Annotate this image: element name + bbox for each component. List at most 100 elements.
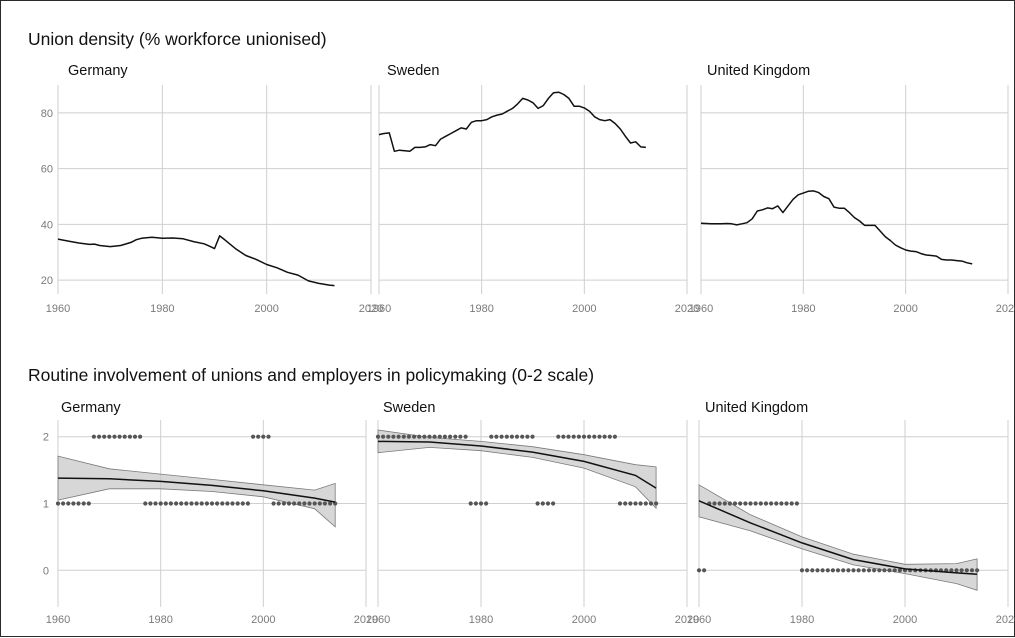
x-tick-label: 2000 [251, 614, 275, 626]
data-point [949, 568, 954, 573]
data-point [225, 501, 230, 506]
data-point [504, 434, 509, 439]
data-point [964, 568, 969, 573]
y-tick-label: 80 [41, 108, 53, 120]
data-point [209, 501, 215, 506]
y-tick-label: 60 [41, 164, 53, 176]
data-point [235, 501, 240, 506]
data-point [143, 501, 148, 506]
data-point [297, 501, 302, 506]
data-point [302, 501, 307, 506]
data-point [391, 434, 396, 439]
confidence-band [377, 429, 657, 510]
data-point [102, 434, 107, 439]
data-point [276, 501, 281, 506]
data-point [789, 501, 794, 506]
panel-united-kingdom: United Kingdom 1960 1980 2000 2020 [687, 400, 1015, 626]
data-point [215, 501, 220, 506]
data-point [638, 501, 643, 506]
data-point [587, 434, 592, 439]
data-point [597, 434, 602, 439]
data-point [727, 501, 733, 506]
data-point [758, 501, 763, 506]
data-point [514, 434, 520, 439]
data-point [784, 501, 789, 506]
data-point [432, 434, 437, 439]
data-point [551, 501, 556, 506]
section-title: Routine involvement of unions and employ… [28, 365, 594, 385]
y-tick-label: 1 [43, 498, 49, 510]
x-tick-label: 2000 [572, 303, 596, 315]
data-point [877, 568, 882, 573]
data-point [417, 434, 422, 439]
data-point [969, 568, 975, 573]
data-point [748, 501, 753, 506]
data-point [571, 434, 576, 439]
data-point [240, 501, 245, 506]
data-point [846, 568, 851, 573]
data-point [753, 501, 758, 506]
data-point [561, 434, 566, 439]
data-point [97, 434, 102, 439]
data-point [412, 434, 417, 439]
x-tick-label: 2020 [359, 303, 383, 315]
data-point [463, 434, 468, 439]
data-point [163, 501, 168, 506]
section-title: Union density (% workforce unionised) [28, 29, 327, 49]
data-point [825, 568, 830, 573]
x-tick-label: 1960 [689, 303, 713, 315]
data-point [623, 501, 628, 506]
series-line [57, 235, 335, 287]
data-point [478, 501, 484, 506]
data-point [122, 434, 127, 439]
data-point [292, 501, 297, 506]
data-point [509, 434, 514, 439]
data-point [117, 434, 122, 439]
x-tick-label: 1960 [367, 303, 391, 315]
data-point [204, 501, 209, 506]
data-point [256, 434, 261, 439]
data-point [648, 501, 654, 506]
confidence-band [57, 455, 336, 528]
smooth-fit-line [377, 440, 657, 489]
data-point [55, 501, 61, 506]
y-tick-label: 0 [43, 565, 49, 577]
data-point [499, 434, 504, 439]
data-point [132, 434, 138, 439]
data-point [535, 501, 540, 506]
data-point [484, 501, 489, 506]
x-tick-label: 1980 [791, 303, 815, 315]
data-point [86, 501, 91, 506]
data-point [127, 434, 132, 439]
data-point [381, 434, 386, 439]
union-density-chart: Union density (% workforce unionised) Ger… [28, 29, 1015, 315]
data-point [453, 434, 458, 439]
data-point [805, 568, 810, 573]
data-point [835, 568, 841, 573]
data-point [545, 501, 551, 506]
data-point [897, 568, 903, 573]
data-point [71, 501, 76, 506]
data-point [386, 434, 391, 439]
data-point [887, 568, 892, 573]
x-tick-label: 1960 [46, 303, 70, 315]
data-point [138, 434, 143, 439]
data-point [312, 501, 317, 506]
data-point [576, 434, 582, 439]
data-point [856, 568, 861, 573]
data-point [375, 434, 381, 439]
data-point [401, 434, 406, 439]
confidence-band [698, 484, 978, 591]
y-tick-label: 40 [41, 219, 53, 231]
smooth-fit-line [698, 500, 978, 576]
data-point [520, 434, 525, 439]
data-point [602, 434, 607, 439]
data-point [271, 501, 276, 506]
data-point [281, 501, 286, 506]
data-point [158, 501, 163, 506]
data-point [732, 501, 738, 506]
data-point [628, 501, 633, 506]
data-point [76, 501, 81, 506]
data-point [612, 434, 618, 439]
